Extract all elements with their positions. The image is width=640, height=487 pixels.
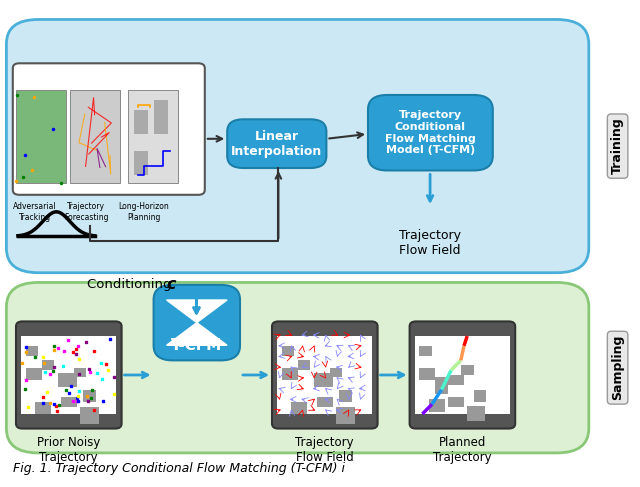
FancyBboxPatch shape xyxy=(461,365,474,375)
FancyBboxPatch shape xyxy=(330,368,342,377)
FancyBboxPatch shape xyxy=(448,375,464,385)
FancyBboxPatch shape xyxy=(298,360,310,370)
FancyBboxPatch shape xyxy=(336,407,355,424)
Text: T-CFM: T-CFM xyxy=(171,338,223,353)
Text: Prior Noisy
Trajectory: Prior Noisy Trajectory xyxy=(37,436,100,464)
FancyBboxPatch shape xyxy=(227,119,326,168)
FancyBboxPatch shape xyxy=(291,402,307,414)
FancyBboxPatch shape xyxy=(467,406,485,421)
FancyBboxPatch shape xyxy=(415,336,510,414)
FancyBboxPatch shape xyxy=(134,110,148,134)
FancyBboxPatch shape xyxy=(282,368,298,380)
Text: Long-Horizon
Planning: Long-Horizon Planning xyxy=(118,202,170,222)
FancyBboxPatch shape xyxy=(42,360,54,370)
FancyBboxPatch shape xyxy=(154,285,240,360)
FancyBboxPatch shape xyxy=(134,151,148,175)
FancyBboxPatch shape xyxy=(277,336,372,414)
FancyBboxPatch shape xyxy=(339,390,352,402)
FancyBboxPatch shape xyxy=(80,407,99,424)
FancyBboxPatch shape xyxy=(435,377,448,394)
FancyBboxPatch shape xyxy=(70,90,120,183)
FancyBboxPatch shape xyxy=(6,282,589,453)
FancyBboxPatch shape xyxy=(21,336,116,414)
FancyBboxPatch shape xyxy=(272,321,378,429)
Text: Trajectory
Conditional
Flow Matching
Model (T-CFM): Trajectory Conditional Flow Matching Mod… xyxy=(385,111,476,155)
FancyBboxPatch shape xyxy=(74,368,86,377)
Polygon shape xyxy=(166,300,227,322)
FancyBboxPatch shape xyxy=(6,19,589,273)
FancyBboxPatch shape xyxy=(26,368,42,380)
FancyBboxPatch shape xyxy=(26,346,38,356)
FancyBboxPatch shape xyxy=(410,321,515,429)
Text: Linear
Interpolation: Linear Interpolation xyxy=(231,130,323,158)
FancyBboxPatch shape xyxy=(128,90,178,183)
FancyBboxPatch shape xyxy=(429,399,445,412)
FancyBboxPatch shape xyxy=(419,346,432,356)
FancyBboxPatch shape xyxy=(448,397,464,407)
Text: Adversarial
Tracking: Adversarial Tracking xyxy=(13,202,57,222)
FancyBboxPatch shape xyxy=(83,390,96,402)
FancyBboxPatch shape xyxy=(154,110,168,134)
Text: Trajectory
Flow Field: Trajectory Flow Field xyxy=(399,229,461,258)
FancyBboxPatch shape xyxy=(58,373,77,387)
FancyBboxPatch shape xyxy=(35,402,51,414)
Text: Trajectory
Forecasting: Trajectory Forecasting xyxy=(64,202,109,222)
FancyBboxPatch shape xyxy=(282,346,294,356)
Text: Trajectory
Flow Field: Trajectory Flow Field xyxy=(296,436,354,464)
FancyBboxPatch shape xyxy=(16,321,122,429)
FancyBboxPatch shape xyxy=(61,397,77,407)
Text: Planned
Trajectory: Planned Trajectory xyxy=(433,436,492,464)
Text: c: c xyxy=(166,278,176,292)
FancyBboxPatch shape xyxy=(154,100,168,110)
FancyBboxPatch shape xyxy=(16,90,66,183)
FancyBboxPatch shape xyxy=(474,390,486,402)
Text: Sampling: Sampling xyxy=(611,335,624,400)
Text: Fig. 1. Trajectory Conditional Flow Matching (T-CFM) i: Fig. 1. Trajectory Conditional Flow Matc… xyxy=(13,462,345,475)
FancyBboxPatch shape xyxy=(368,95,493,170)
FancyBboxPatch shape xyxy=(419,368,435,380)
Text: Training: Training xyxy=(611,118,624,174)
FancyBboxPatch shape xyxy=(314,373,333,387)
Text: Conditioning: Conditioning xyxy=(87,279,176,291)
FancyBboxPatch shape xyxy=(317,397,333,407)
FancyBboxPatch shape xyxy=(13,63,205,195)
Polygon shape xyxy=(166,322,227,345)
